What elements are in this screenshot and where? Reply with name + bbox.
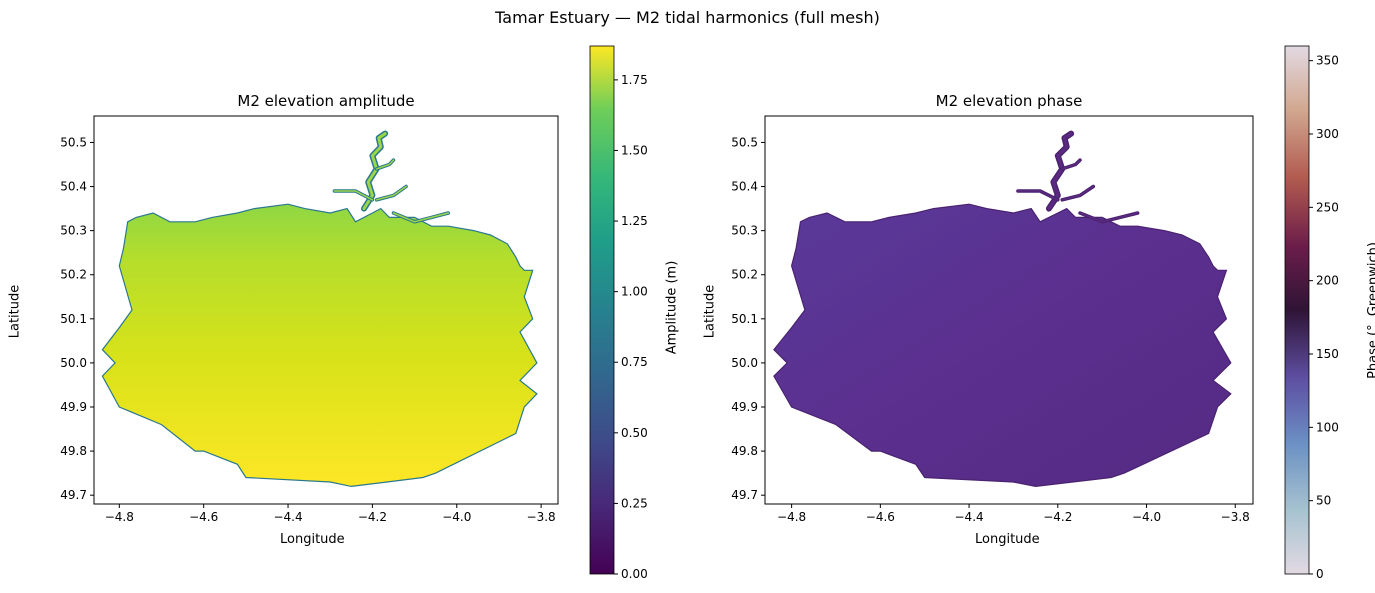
phase-ytick-label: 49.9 xyxy=(731,400,758,414)
amplitude-xtick-label: −4.6 xyxy=(189,510,218,524)
phase-river-branch-fill-3 xyxy=(1079,212,1139,223)
phase-colorbar-tick-label: 100 xyxy=(1316,420,1339,434)
phase-river-branch-1 xyxy=(1060,184,1096,202)
phase-river-branch-fill-0 xyxy=(1017,190,1059,201)
phase-xtick-label: −4.6 xyxy=(866,510,895,524)
phase-colorbar xyxy=(1284,45,1310,575)
amplitude-river-branch-fill-0 xyxy=(333,190,374,201)
amplitude-axes-frame xyxy=(93,115,559,505)
amplitude-ytick-label: 50.5 xyxy=(60,135,87,149)
phase-colorbar-tick-label: 350 xyxy=(1316,54,1339,68)
phase-river-branch-fill-2 xyxy=(1061,159,1081,170)
phase-river-branch-0 xyxy=(1016,189,1060,202)
amplitude-colorbar-tick-label: 1.00 xyxy=(621,285,648,299)
amplitude-river-channel xyxy=(362,132,387,211)
amplitude-river-branch-0 xyxy=(332,189,375,202)
phase-colorbar-tick-label: 150 xyxy=(1316,347,1339,361)
phase-river-channel xyxy=(1047,132,1073,211)
amplitude-ytick-label: 50.4 xyxy=(60,180,87,194)
amplitude-ytick-label: 49.8 xyxy=(60,444,87,458)
phase-ytick-label: 50.5 xyxy=(731,135,758,149)
phase-xtick-label: −3.8 xyxy=(1221,510,1250,524)
amplitude-colorbar-tick-label: 0.25 xyxy=(621,496,648,510)
amplitude-colorbar-tick-label: 1.25 xyxy=(621,214,648,228)
phase-xlabel: Longitude xyxy=(975,532,1040,547)
phase-colorbar-tick-label: 300 xyxy=(1316,127,1339,141)
amplitude-axes-title: M2 elevation amplitude xyxy=(237,92,415,110)
figure-suptitle: Tamar Estuary — M2 tidal harmonics (full… xyxy=(495,8,880,27)
amplitude-ytick-label: 50.0 xyxy=(60,356,87,370)
phase-ytick-label: 49.8 xyxy=(731,444,758,458)
amplitude-colorbar-tick-label: 0.50 xyxy=(621,426,648,440)
phase-colorbar-tick-label: 200 xyxy=(1316,274,1339,288)
phase-xtick-label: −4.0 xyxy=(1132,510,1161,524)
phase-ytick-label: 49.7 xyxy=(731,488,758,502)
phase-ytick-label: 50.4 xyxy=(731,180,758,194)
amplitude-ytick-label: 49.9 xyxy=(60,400,87,414)
amplitude-xtick-label: −3.8 xyxy=(527,510,556,524)
phase-ytick-label: 50.1 xyxy=(731,312,758,326)
phase-river-branch-fill-1 xyxy=(1061,185,1095,201)
phase-axes-frame xyxy=(764,115,1254,505)
amplitude-xlabel: Longitude xyxy=(280,532,345,547)
amplitude-river-branch-fill-2 xyxy=(375,159,395,170)
amplitude-xtick-label: −4.0 xyxy=(442,510,471,524)
phase-xtick-label: −4.4 xyxy=(955,510,984,524)
amplitude-ytick-label: 50.3 xyxy=(60,224,87,238)
phase-colorbar-tick-label: 250 xyxy=(1316,200,1339,214)
phase-xtick-label: −4.8 xyxy=(777,510,806,524)
amplitude-river-branch-fill-3 xyxy=(392,212,450,223)
amplitude-ytick-label: 49.7 xyxy=(60,488,87,502)
amplitude-ytick-label: 50.1 xyxy=(60,312,87,326)
amplitude-colorbar-tick-label: 1.50 xyxy=(621,143,648,157)
phase-colorbar-tick-label: 0 xyxy=(1316,567,1324,581)
phase-colorbar-tick-label: 50 xyxy=(1316,494,1331,508)
amplitude-ytick-label: 50.2 xyxy=(60,268,87,282)
phase-axes-title: M2 elevation phase xyxy=(935,92,1083,110)
amplitude-colorbar-tick-label: 0.75 xyxy=(621,355,648,369)
amplitude-colorbar-tick-label: 0.00 xyxy=(621,567,648,581)
amplitude-xtick-label: −4.4 xyxy=(273,510,302,524)
phase-ytick-label: 50.3 xyxy=(731,224,758,238)
phase-ytick-label: 50.0 xyxy=(731,356,758,370)
amplitude-river-branch-fill-1 xyxy=(375,185,407,201)
phase-ytick-label: 50.2 xyxy=(731,268,758,282)
amplitude-xtick-label: −4.8 xyxy=(105,510,134,524)
amplitude-mesh-field xyxy=(101,203,538,488)
amplitude-colorbar-tick-label: 1.75 xyxy=(621,73,648,87)
amplitude-xtick-label: −4.2 xyxy=(358,510,387,524)
amplitude-colorbar xyxy=(589,45,615,575)
phase-xtick-label: −4.2 xyxy=(1043,510,1072,524)
amplitude-river-branch-1 xyxy=(374,184,408,202)
phase-mesh-field xyxy=(773,203,1232,488)
